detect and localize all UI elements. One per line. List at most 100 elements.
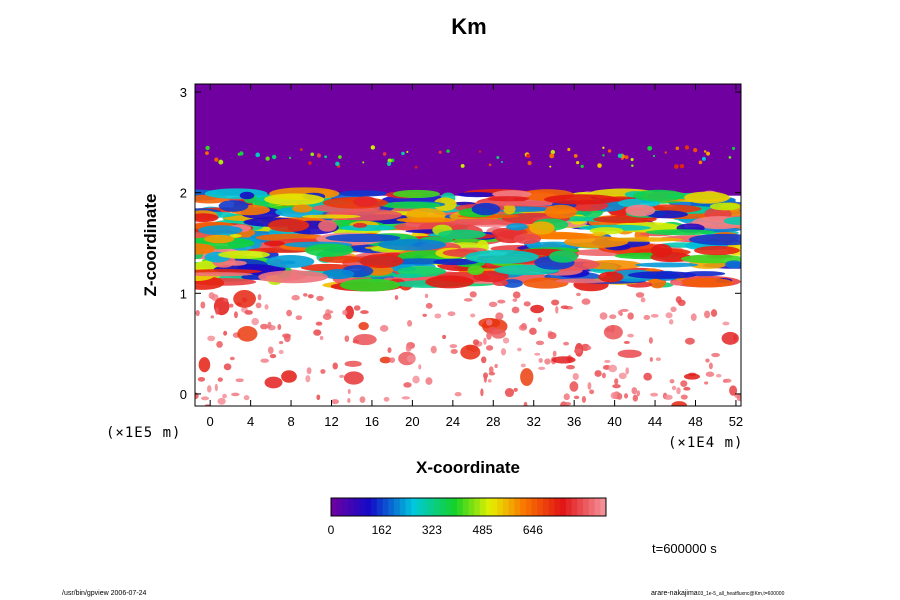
upper-speck [488,163,492,167]
upper-speck [602,146,605,149]
mixing-layer-streak [396,217,456,223]
lower-patch [480,388,484,397]
lower-patch [347,398,351,403]
mixing-layer-streak [198,225,243,236]
lower-patch [715,373,722,378]
x-tick-label: 52 [729,414,743,429]
lower-patch [668,319,674,325]
lower-patch [512,291,521,299]
colorbar-band [479,498,487,516]
lower-patch [581,298,591,305]
lower-patch [631,387,638,395]
upper-speck [549,153,555,159]
colorbar-band [434,498,441,516]
upper-speck [602,154,605,157]
lower-patch [407,319,413,327]
colorbar-band [336,498,343,516]
lower-patch [255,302,262,309]
mixing-layer-streak [353,196,378,208]
colorbar-band [394,498,401,516]
lower-patch [635,292,645,298]
mixing-layer-streak [392,189,440,199]
upper-speck [527,161,532,166]
lower-patch [555,305,559,314]
colorbar-band [353,498,361,516]
x-tick-label: 28 [486,414,500,429]
lower-patch [322,313,332,320]
mixing-layer-streak [634,262,699,268]
mixing-layer-streak [598,271,624,283]
lower-patch [469,291,477,298]
lower-patch [222,393,227,399]
lower-patch [704,310,711,319]
mixing-layer-streak [337,190,388,197]
lower-patch [353,305,361,311]
lower-patch [587,382,592,390]
lower-patch [627,333,634,338]
lower-patch [676,387,681,395]
colorbar-band [502,498,510,516]
lower-patch [306,367,312,375]
lower-patch [264,376,283,389]
lower-patch [671,401,687,406]
upper-speck [731,146,736,150]
upper-speck [255,152,261,158]
colorbar-frame [330,497,607,517]
mixing-layer-streak [680,254,741,264]
mixing-layer-streak [543,194,619,205]
lower-patch [359,396,366,403]
mixing-layer-streak [318,220,337,232]
colorbar-band [560,498,567,516]
lower-patch [480,356,487,364]
lower-patch [520,368,534,386]
lower-patch [576,292,581,297]
lower-patch [235,378,244,383]
upper-speck [631,164,634,167]
lower-patch [278,341,284,345]
lower-patch [690,313,697,321]
lower-patch [710,309,718,317]
colorbar-band [531,498,538,516]
lower-patch [573,348,583,354]
upper-speck [698,160,703,165]
footer-right: arare-nakajima03_1e-5_all_heatfluxnc@Km,… [651,590,784,597]
heatmap-field [195,84,741,406]
lower-patch [234,311,238,319]
lower-patch [566,365,575,370]
mixing-layer-streak [467,265,484,276]
colorbar-band [382,498,389,516]
colorbar-band [428,498,435,516]
lower-patch [663,394,673,400]
lower-patch [711,352,720,358]
mixing-layer-streak [506,223,528,231]
upper-speck [576,161,580,165]
colorbar-band [359,498,366,516]
mixing-layer-streak [632,189,685,202]
lower-patch [405,344,412,352]
colorbar-band [525,498,532,516]
mixing-layer-streak [266,255,315,268]
mixing-layer-streak [301,214,361,219]
y-tick-label: 1 [180,286,187,301]
colorbar-band [342,498,349,516]
upper-speck [630,157,634,162]
y-axis-label: Z-coordinate [141,193,160,297]
colorbar-band [348,498,355,516]
upper-speck [370,145,376,150]
lower-patch [352,339,359,344]
lower-patch [487,379,492,383]
lower-patch [563,393,570,401]
lower-patch [612,384,621,389]
upper-speck [703,150,707,153]
lower-patch [573,395,580,400]
mixing-layer-streak [464,249,539,264]
colorbar-band [331,498,338,516]
mixing-layer-streak [694,245,741,256]
upper-speck [324,155,328,159]
colorbar-band [445,498,452,516]
lower-patch [210,315,215,319]
lower-patch [736,394,741,402]
lower-patch [537,317,542,323]
lower-patch [251,317,259,326]
mixing-layer-streak [625,204,656,217]
